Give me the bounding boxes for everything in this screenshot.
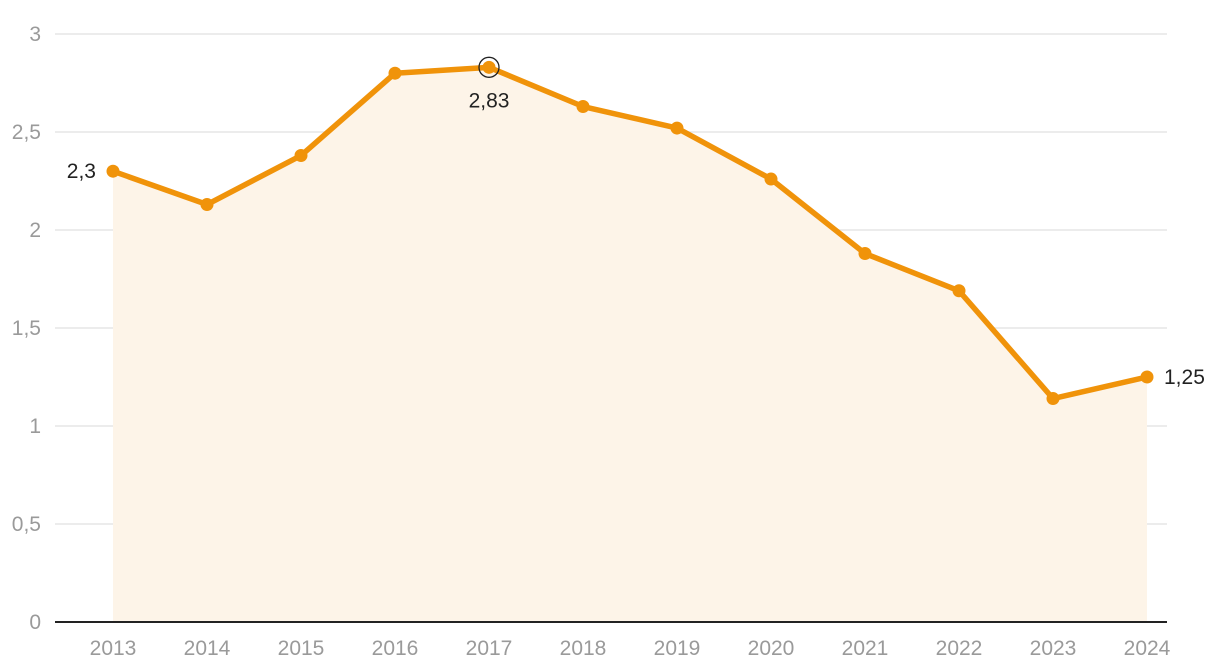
data-point xyxy=(1140,370,1154,384)
y-tick-label: 2,5 xyxy=(12,121,41,144)
data-label: 1,25 xyxy=(1164,366,1205,389)
series-points xyxy=(106,56,1154,406)
data-point xyxy=(482,60,496,74)
y-tick-label: 2 xyxy=(29,219,41,242)
y-tick-label: 0,5 xyxy=(12,513,41,536)
x-tick-label: 2017 xyxy=(466,637,513,660)
x-tick-label: 2018 xyxy=(560,637,607,660)
x-tick-label: 2021 xyxy=(842,637,889,660)
x-tick-label: 2013 xyxy=(90,637,137,660)
data-point xyxy=(294,149,308,163)
data-point xyxy=(576,100,590,114)
y-tick-label: 0 xyxy=(29,611,41,634)
series-line xyxy=(110,64,1150,402)
data-label: 2,83 xyxy=(469,89,510,112)
x-tick-label: 2020 xyxy=(748,637,795,660)
series-area-fill xyxy=(113,67,1147,622)
data-point xyxy=(1046,392,1060,406)
x-tick-label: 2024 xyxy=(1124,637,1171,660)
x-tick-label: 2019 xyxy=(654,637,701,660)
x-tick-label: 2014 xyxy=(184,637,231,660)
data-point xyxy=(764,172,778,186)
data-labels: 2,3 2,83 1,25 xyxy=(67,89,1205,389)
x-tick-label: 2023 xyxy=(1030,637,1077,660)
x-tick-label: 2022 xyxy=(936,637,983,660)
x-tick-label: 2015 xyxy=(278,637,325,660)
data-point xyxy=(388,66,402,80)
y-tick-label: 1 xyxy=(29,415,41,438)
y-tick-label: 1,5 xyxy=(12,317,41,340)
y-tick-label: 3 xyxy=(29,23,41,46)
data-point xyxy=(200,198,214,212)
data-point xyxy=(858,247,872,261)
data-point xyxy=(670,121,684,135)
data-label: 2,3 xyxy=(67,160,96,183)
data-point xyxy=(106,164,120,178)
x-axis-tick-labels: 2013 2014 2015 2016 2017 2018 2019 2020 2021 2022… xyxy=(90,637,1171,660)
y-axis-tick-labels: 0 0,5 1 1,5 2 2,5 3 xyxy=(12,23,41,634)
highlight-ring xyxy=(478,56,500,78)
x-tick-label: 2016 xyxy=(372,637,419,660)
data-point xyxy=(952,284,966,298)
